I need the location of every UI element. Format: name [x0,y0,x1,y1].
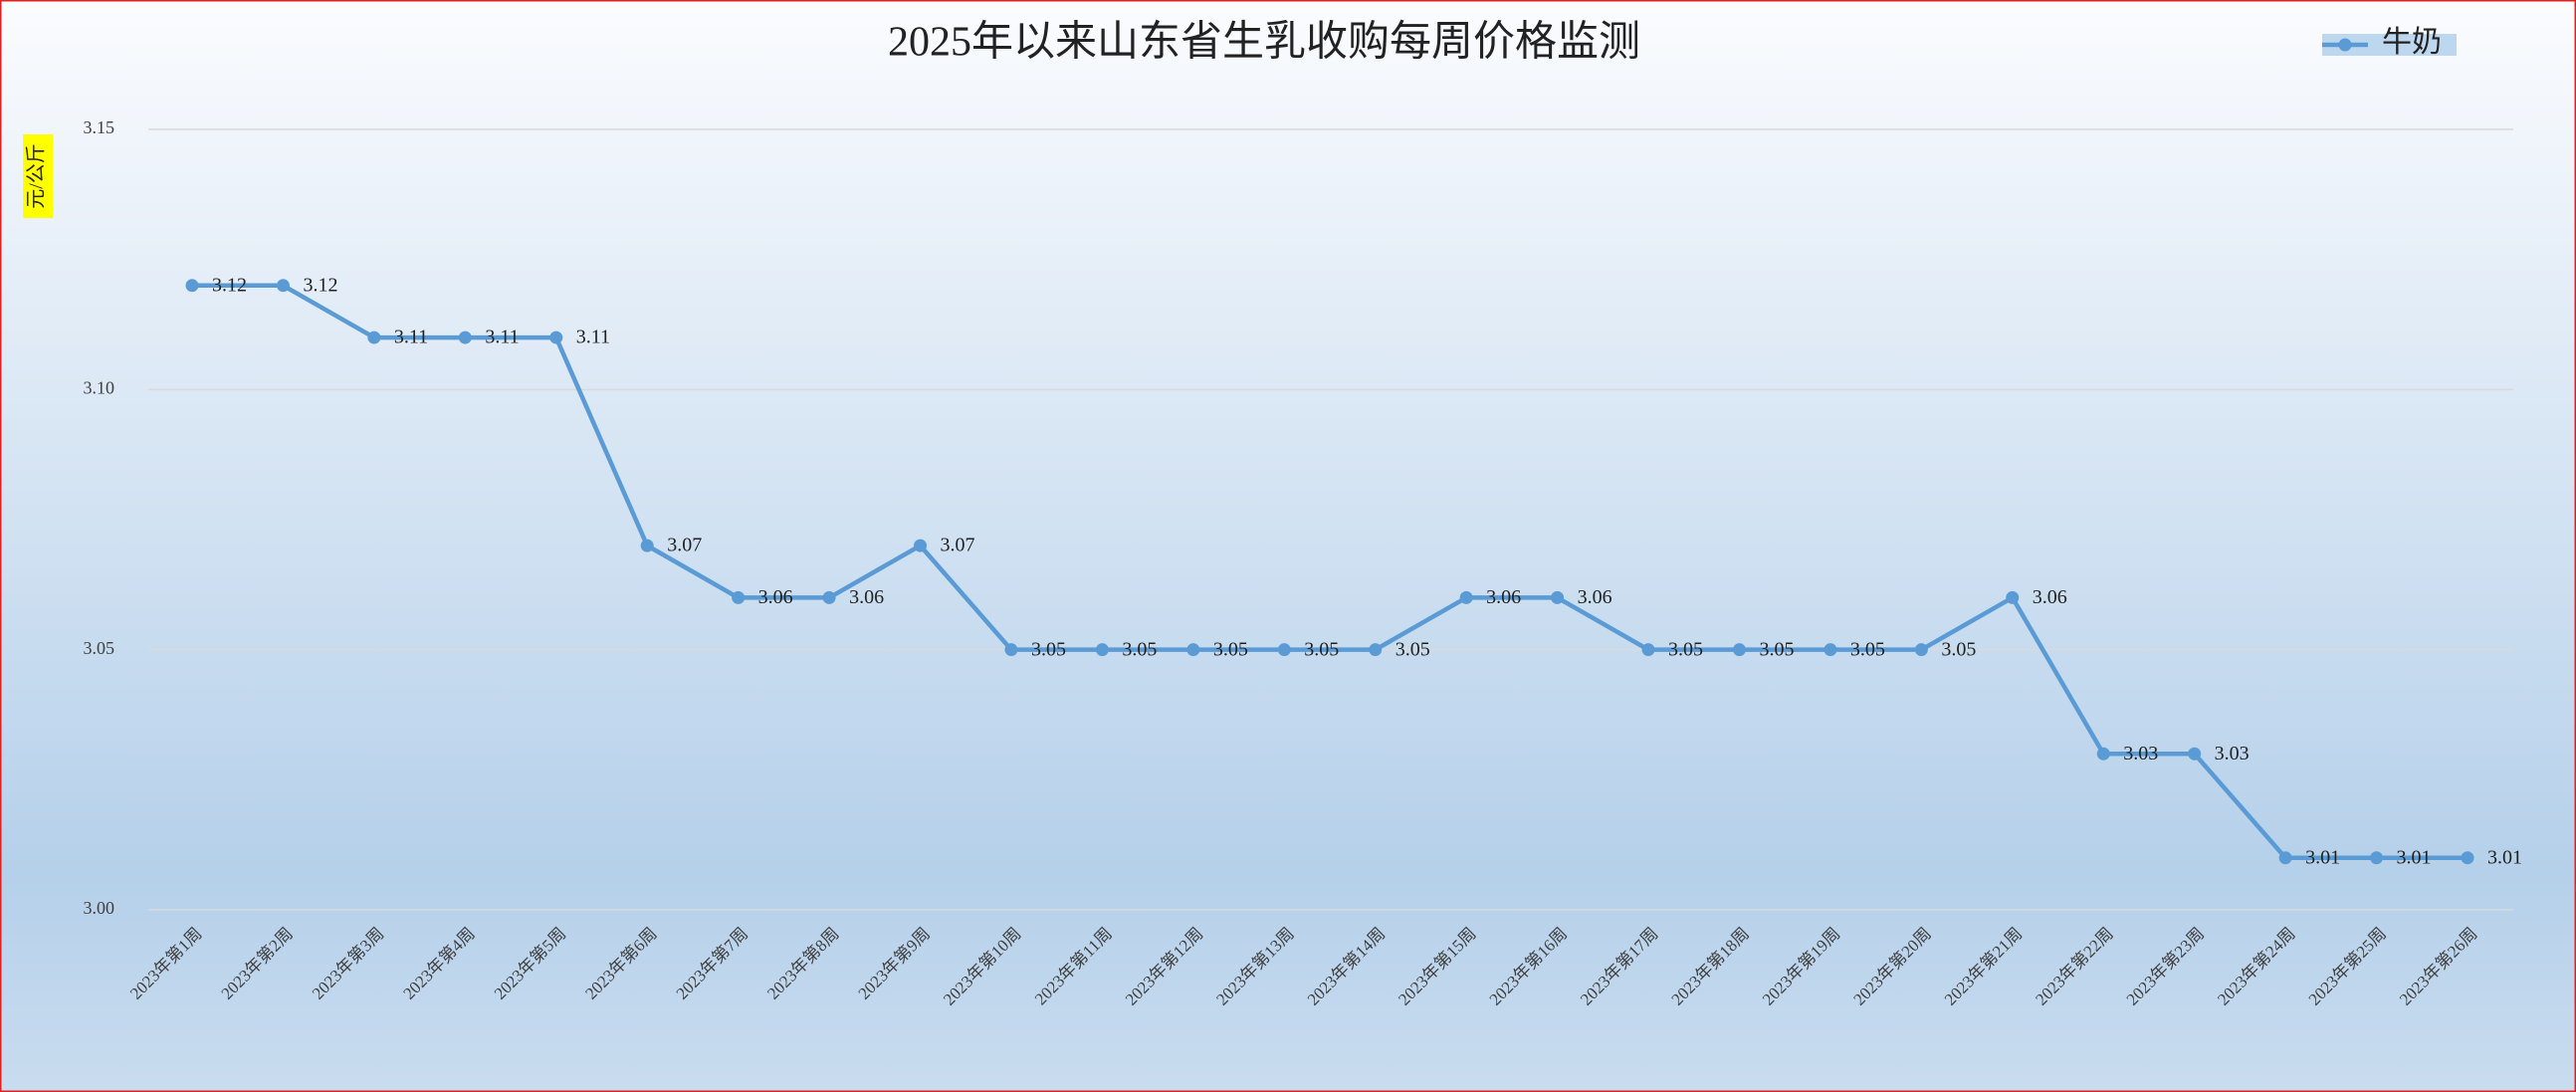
data-label: 3.05 [1850,638,1885,660]
legend-marker [2338,38,2352,52]
data-label: 3.05 [1668,638,1703,660]
data-label: 3.06 [849,586,884,608]
data-label: 3.11 [576,327,610,348]
data-point [1824,643,1837,657]
data-label: 3.05 [1941,638,1976,660]
data-point [822,590,836,604]
data-label: 3.05 [1031,638,1066,660]
data-label: 3.12 [212,274,247,296]
data-label: 3.03 [2123,743,2158,764]
legend-label: 牛奶 [2382,26,2442,59]
data-point [2188,747,2202,761]
data-point [1914,643,1928,657]
data-point [1459,590,1473,604]
data-label: 3.01 [2397,846,2432,868]
y-label-box [23,134,53,218]
data-label: 3.01 [2487,846,2522,868]
data-label: 3.07 [941,535,975,556]
data-label: 3.11 [485,327,519,348]
data-label: 3.06 [1486,586,1521,608]
y-tick-label: 3.15 [84,117,115,137]
y-tick-label: 3.10 [84,377,115,397]
data-label: 3.05 [1759,638,1794,660]
data-label: 3.01 [2305,846,2340,868]
data-label: 3.07 [667,535,702,556]
data-point [2096,747,2110,761]
data-point [1551,590,1565,604]
data-point [914,539,928,552]
data-point [2006,590,2020,604]
data-point [1277,643,1291,657]
data-point [185,279,199,293]
data-point [549,330,563,344]
chart-title: 2025年以来山东省生乳收购每周价格监测 [888,19,1640,66]
data-point [1732,643,1746,657]
data-point [1369,643,1383,657]
data-label: 3.06 [1578,586,1612,608]
data-label: 3.05 [1122,638,1157,660]
data-label: 3.03 [2215,743,2250,764]
data-label: 3.12 [303,274,337,296]
data-point [276,279,290,293]
data-point [640,539,654,552]
data-label: 3.05 [1213,638,1248,660]
data-point [2370,851,2384,865]
legend-highlight [2322,34,2457,56]
y-tick-label: 3.05 [84,638,115,658]
data-point [732,590,746,604]
data-point [2461,851,2474,865]
data-point [1095,643,1109,657]
data-point [458,330,472,344]
y-axis-label: 元/公斤 [25,143,48,209]
data-point [2278,851,2292,865]
data-point [1004,643,1018,657]
y-tick-label: 3.00 [84,898,115,918]
data-point [1186,643,1200,657]
data-label: 3.06 [2033,586,2067,608]
data-label: 3.11 [394,327,428,348]
data-point [1641,643,1655,657]
series-line [192,283,2468,860]
data-label: 3.06 [758,586,793,608]
data-point [367,330,381,344]
data-label: 3.05 [1395,638,1430,660]
data-label: 3.05 [1304,638,1339,660]
